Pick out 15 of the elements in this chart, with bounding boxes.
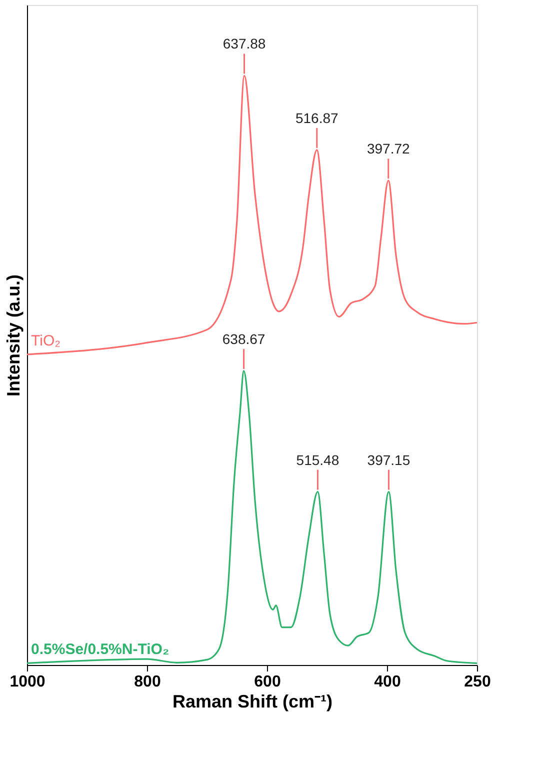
annotation: 397.72 [366, 140, 410, 157]
annotation: 516.87 [295, 110, 338, 126]
x-tick-label: 1000 [10, 674, 46, 690]
series-label: 0.5%Se/0.5%N-TiO₂ [31, 641, 170, 658]
y-axis-title: Intensity (a.u.) [4, 274, 24, 397]
annotation: 515.48 [296, 452, 340, 468]
annotation: 637.88 [222, 36, 266, 52]
x-axis-title: Raman Shift (cm⁻¹) [172, 692, 333, 712]
x-tick-label: 600 [254, 674, 281, 690]
x-tick-label: 400 [374, 674, 401, 690]
annotation: 397.15 [367, 452, 410, 468]
x-tick-label: 250 [464, 674, 491, 690]
series-label: TiO₂ [31, 332, 61, 350]
annotation: 638.67 [222, 330, 266, 347]
x-tick-label: 800 [134, 674, 161, 690]
